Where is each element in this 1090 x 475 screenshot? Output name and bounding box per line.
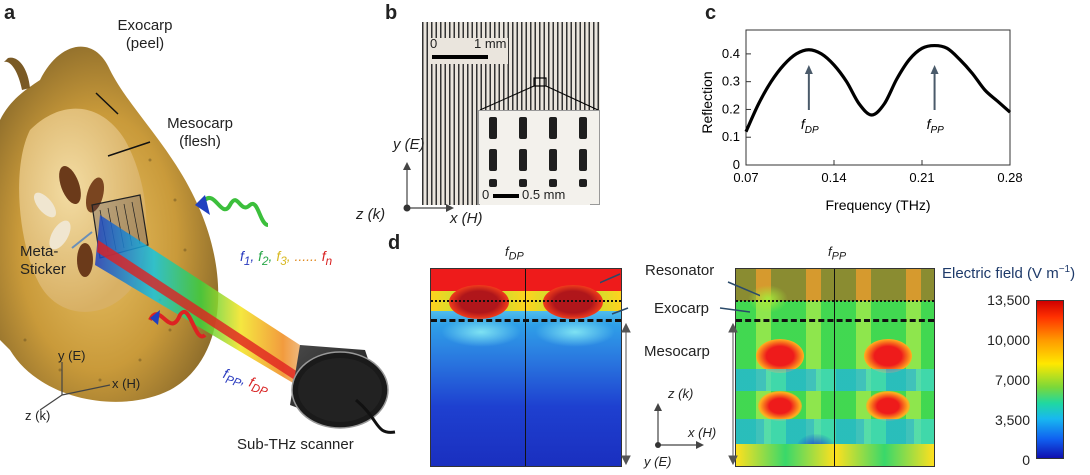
inset-scale-label: 0.5 mm bbox=[522, 187, 566, 202]
colorbar-ticks: 13,500 10,000 7,000 3,500 0 bbox=[950, 292, 1030, 468]
axis-z-label-d: z (k) bbox=[668, 386, 694, 401]
peak-label: fDP bbox=[801, 116, 819, 136]
chart-ticks: 0.07 0.14 0.21 0.28 0 0.1 0.2 0.3 0.4 bbox=[722, 46, 1023, 185]
panel-d-leaders bbox=[600, 273, 760, 466]
chart-xlabel: Frequency (THz) bbox=[825, 197, 930, 213]
scanner-device bbox=[290, 345, 396, 434]
panel-letter-a: a bbox=[4, 2, 16, 24]
axis-y-label-d: y (E) bbox=[644, 454, 672, 469]
peak-label: fPP bbox=[927, 116, 945, 136]
reflected-wave-multicolor bbox=[203, 195, 269, 227]
axis-y-label-a: y (E) bbox=[58, 348, 86, 363]
seed bbox=[33, 192, 57, 218]
field-hotspot bbox=[866, 391, 910, 421]
field-map-fdp bbox=[430, 268, 622, 467]
chart-frame bbox=[745, 29, 1011, 166]
x-tick-label: 0.28 bbox=[997, 170, 1022, 185]
axis-x-label-d: x (H) bbox=[688, 425, 717, 440]
seed bbox=[59, 165, 81, 205]
panel-letter-c: c bbox=[705, 2, 717, 24]
inset-scale-zero: 0 bbox=[482, 187, 490, 202]
scale-main-label: 1 mm bbox=[474, 36, 507, 51]
meta-sticker-label: Meta- Sticker bbox=[20, 243, 66, 278]
peak-annotation: fDP bbox=[801, 65, 819, 136]
field-hotspot bbox=[756, 339, 804, 373]
exocarp-label: Exocarp (peel) bbox=[117, 17, 173, 52]
pear-stem bbox=[4, 57, 30, 90]
reflection-series-line bbox=[744, 43, 1012, 133]
y-tick-label: 0.2 bbox=[722, 101, 740, 116]
mesocarp-label-d: Mesocarp bbox=[644, 343, 710, 360]
fpp-title: fPP bbox=[828, 244, 847, 263]
y-tick-label: 0.3 bbox=[722, 74, 740, 89]
colorbar bbox=[1036, 300, 1064, 459]
x-tick-label: 0.07 bbox=[733, 170, 758, 185]
axes-b bbox=[403, 162, 454, 212]
inset-resonators bbox=[489, 117, 587, 187]
field-map-fpp bbox=[735, 268, 935, 467]
panel-letter-b: b bbox=[385, 2, 398, 24]
axis-z-label-b: z (k) bbox=[356, 206, 386, 223]
mesocarp-label: Mesocarp (flesh) bbox=[167, 115, 233, 150]
chart-axes bbox=[745, 29, 1011, 166]
reflection-chart: 0.07 0.14 0.21 0.28 0 0.1 0.2 0.3 0.4 fDP fPP Fre… bbox=[700, 29, 1023, 213]
scale-bar-main bbox=[432, 55, 488, 59]
scanner-label: Sub-THz scanner bbox=[237, 436, 354, 453]
axes-a bbox=[39, 362, 111, 411]
colorbar-title: Electric field (V m−1) bbox=[942, 264, 1076, 282]
x-tick-label: 0.14 bbox=[821, 170, 846, 185]
beam-red-stripe bbox=[97, 240, 318, 395]
axis-x-label-b: x (H) bbox=[450, 210, 483, 227]
colorbar-tick: 3,500 bbox=[994, 412, 1030, 428]
frequency-list: f1, f2, f3, ...... fn bbox=[240, 248, 333, 268]
colorbar-tick: 7,000 bbox=[994, 372, 1030, 388]
field-hotspot bbox=[758, 391, 802, 421]
resonator-label: Resonator bbox=[645, 262, 715, 279]
seed bbox=[49, 220, 71, 250]
field-hotspot bbox=[864, 339, 912, 373]
axis-y-label-b: y (E) bbox=[393, 136, 425, 153]
resonator-hotspot bbox=[543, 285, 603, 319]
inset-callout bbox=[479, 77, 599, 111]
scale-zero: 0 bbox=[430, 36, 438, 51]
pear-illustration bbox=[0, 46, 396, 434]
axis-z-label-a: z (k) bbox=[25, 408, 51, 423]
colorbar-tick: 10,000 bbox=[987, 332, 1030, 348]
seed bbox=[77, 243, 93, 277]
chart-ylabel: Reflection bbox=[700, 71, 715, 133]
axis-x-label-a: x (H) bbox=[112, 376, 141, 391]
scale-bar-inset bbox=[493, 194, 519, 198]
colorbar-tick: 13,500 bbox=[987, 292, 1030, 308]
chart-annotations: fDP fPP bbox=[801, 65, 944, 136]
y-tick-label: 0.4 bbox=[722, 46, 740, 61]
fdp-title: fDP bbox=[505, 244, 524, 263]
panel-letter-d: d bbox=[388, 232, 401, 254]
axes-d bbox=[654, 403, 704, 449]
y-tick-label: 0 bbox=[733, 157, 740, 172]
x-tick-label: 0.21 bbox=[909, 170, 934, 185]
peak-annotation: fPP bbox=[927, 65, 945, 136]
exocarp-label-d: Exocarp bbox=[654, 300, 710, 317]
colorbar-tick: 0 bbox=[1022, 452, 1030, 468]
resonator-hotspot bbox=[449, 285, 509, 319]
y-tick-label: 0.1 bbox=[722, 129, 740, 144]
